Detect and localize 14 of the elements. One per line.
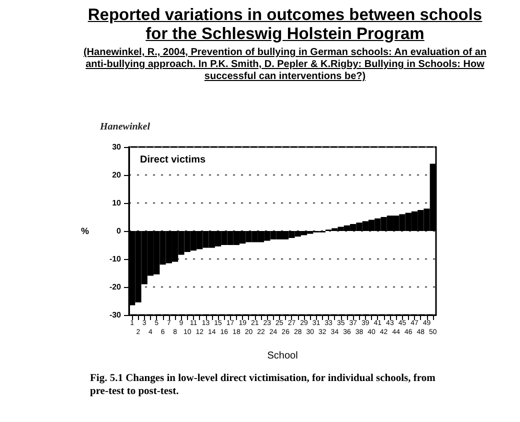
y-tick-label: -30 [109,310,122,320]
text: Hanewinkel [99,122,150,132]
caption: Fig. 5.1 Changes in low-level direct victimisation, for individual schools, from pre-test to post-test. [90,373,438,397]
chart-subtitle: (Hanewinkel, R., 2004, Prevention of bullying in German schools: An evaluation of an anti-bullying approach. In P.K. Smith, D. Pepler & K.Rigby: Bullying in Schools: How successful can interventions be?) [82,47,488,83]
annotation: Direct victims [140,154,206,166]
y-axis-title: % [80,226,89,236]
chart-title: Reported variations in outcomes between schools for the Schleswig Holstein Program [86,6,484,44]
y-tick-label: 30 [112,142,122,152]
y-tick-label: -20 [109,282,122,292]
y-tick-label: 10 [112,198,122,208]
y-tick-label: -10 [109,254,122,264]
y-tick-label: 0 [116,226,122,236]
x-axis-title: School [267,350,298,362]
y-tick-label: 20 [112,170,122,180]
